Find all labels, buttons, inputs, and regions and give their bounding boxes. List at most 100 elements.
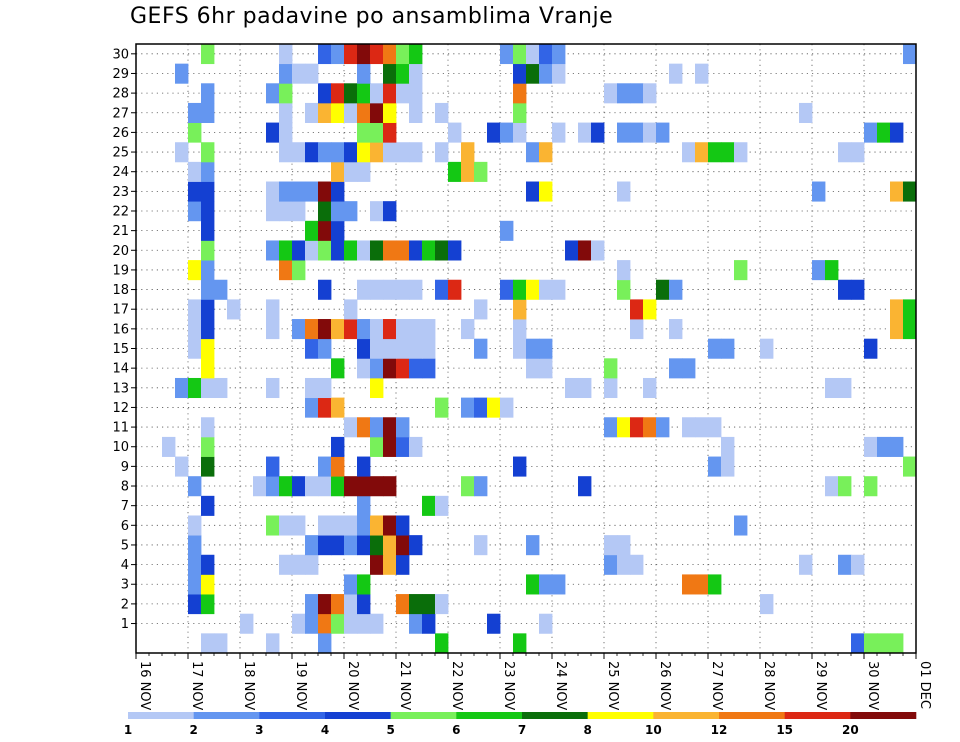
heatmap-cell — [305, 397, 319, 418]
heatmap-cell — [253, 476, 267, 497]
heatmap-cell — [396, 83, 410, 104]
heatmap-cell — [318, 220, 332, 241]
heatmap-cell — [201, 83, 215, 104]
y-tick-label: 11 — [112, 421, 129, 436]
x-tick-label: 25 NOV — [605, 661, 620, 710]
heatmap-cell — [656, 417, 670, 438]
heatmap-cell — [188, 102, 202, 123]
heatmap-cell — [669, 358, 683, 379]
heatmap-cell — [474, 161, 488, 182]
heatmap-cell — [903, 299, 917, 320]
heatmap-cell — [890, 299, 904, 320]
x-tick-label: 26 NOV — [657, 661, 672, 710]
heatmap-cell — [188, 554, 202, 575]
heatmap-cell — [292, 240, 306, 261]
y-tick-label: 14 — [112, 362, 129, 377]
heatmap-cell — [201, 594, 215, 615]
heatmap-cell — [318, 338, 332, 359]
heatmap-cell — [513, 63, 527, 84]
heatmap-cell — [370, 358, 384, 379]
heatmap-cell — [370, 613, 384, 634]
x-tick-label: 21 NOV — [397, 661, 412, 710]
heatmap-cell — [266, 240, 280, 261]
heatmap-cell — [877, 633, 891, 654]
heatmap-cell — [604, 377, 618, 399]
heatmap-cell — [344, 515, 358, 536]
y-tick-label: 16 — [112, 322, 129, 337]
y-tick-label: 9 — [121, 460, 129, 475]
heatmap-cell — [643, 417, 657, 438]
heatmap-cell — [500, 279, 514, 300]
heatmap-cell — [526, 279, 540, 300]
cells-layer — [162, 44, 917, 654]
heatmap-cell — [474, 476, 488, 497]
heatmap-cell — [474, 338, 488, 359]
heatmap-cell — [604, 554, 618, 575]
heatmap-cell — [708, 456, 722, 477]
y-tick-label: 30 — [112, 47, 129, 62]
heatmap-cell — [903, 181, 917, 202]
heatmap-cell — [279, 102, 293, 123]
heatmap-cell — [604, 535, 618, 556]
heatmap-cell — [266, 299, 280, 320]
heatmap-cell — [383, 476, 397, 497]
heatmap-cell — [305, 181, 319, 202]
heatmap-cell — [721, 436, 735, 457]
heatmap-cell — [500, 44, 514, 65]
heatmap-cell — [266, 515, 280, 536]
heatmap-cell — [318, 535, 332, 556]
heatmap-cell — [409, 594, 423, 615]
heatmap-cell — [513, 44, 527, 65]
heatmap-cell — [643, 83, 657, 104]
heatmap-cell — [201, 260, 215, 281]
heatmap-cell — [175, 377, 189, 399]
heatmap-cell — [318, 456, 332, 477]
heatmap-cell — [370, 83, 384, 104]
heatmap-cell — [331, 456, 345, 477]
heatmap-cell — [708, 417, 722, 438]
heatmap-cell — [344, 161, 358, 182]
heatmap-cell — [370, 515, 384, 536]
heatmap-cell — [630, 299, 644, 320]
heatmap-cell — [370, 417, 384, 438]
heatmap-cell — [617, 83, 631, 104]
heatmap-cell — [305, 535, 319, 556]
heatmap-cell — [526, 574, 540, 595]
page-title: GEFS 6hr padavine po ansamblima Vranje — [130, 4, 614, 29]
heatmap-cell — [903, 319, 917, 340]
legend-label: 6 — [452, 723, 460, 737]
x-tick-label: 01 DEC — [917, 661, 932, 709]
heatmap-cell — [409, 613, 423, 634]
heatmap-cell — [201, 102, 215, 123]
heatmap-cell — [630, 417, 644, 438]
heatmap-cell — [357, 476, 371, 497]
heatmap-cell — [903, 456, 917, 477]
heatmap-cell — [344, 83, 358, 104]
x-tick-label: 23 NOV — [501, 661, 516, 710]
heatmap-cell — [682, 358, 696, 379]
heatmap-cell — [539, 338, 553, 359]
heatmap-cell — [357, 83, 371, 104]
x-tick-label: 29 NOV — [813, 661, 828, 710]
y-tick-label: 17 — [112, 303, 129, 318]
heatmap-cell — [344, 201, 358, 222]
heatmap-cell — [643, 377, 657, 399]
heatmap-cell — [344, 535, 358, 556]
heatmap-cell — [409, 83, 423, 104]
heatmap-cell — [305, 319, 319, 340]
heatmap-cell — [396, 142, 410, 163]
heatmap-cell — [669, 63, 683, 84]
heatmap-cell — [318, 613, 332, 634]
heatmap-cell — [851, 633, 865, 654]
heatmap-cell — [201, 44, 215, 65]
heatmap-cell — [383, 554, 397, 575]
heatmap-cell — [201, 417, 215, 438]
y-tick-label: 20 — [112, 244, 129, 259]
heatmap-cell — [357, 319, 371, 340]
y-tick-label: 7 — [121, 499, 129, 514]
heatmap-cell — [331, 240, 345, 261]
heatmap-cell — [318, 102, 332, 123]
legend-swatch — [522, 712, 588, 719]
y-tick-label: 29 — [112, 67, 129, 82]
heatmap-cell — [890, 181, 904, 202]
